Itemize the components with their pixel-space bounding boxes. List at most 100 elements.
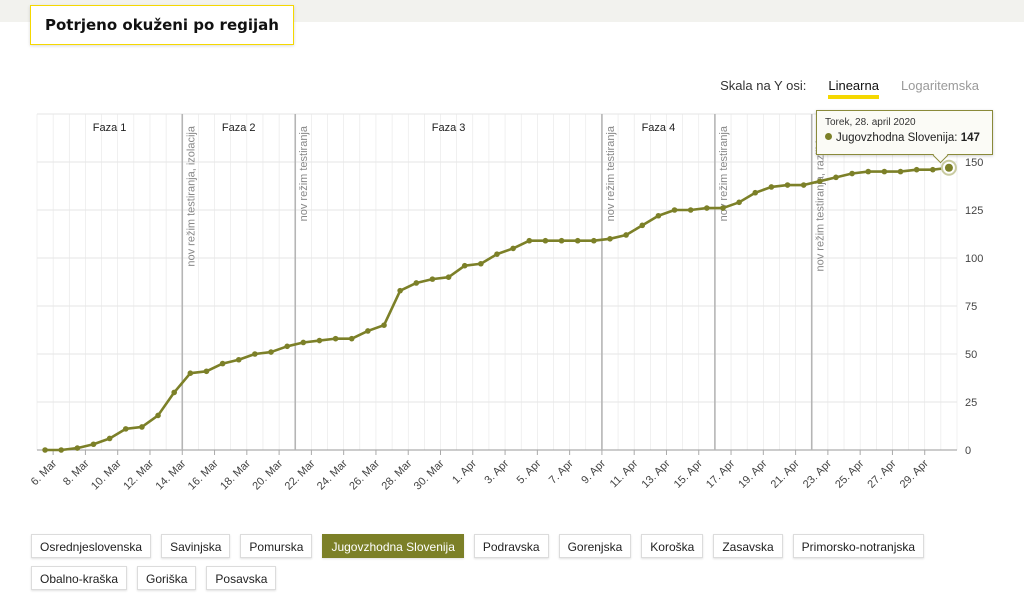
data-point [574,237,581,244]
x-tick-label: 8. Mar [61,457,92,488]
tooltip-series-dot [825,133,832,140]
y-scale-switch: Skala na Y osi: Linearna Logaritemska [720,72,979,99]
y-tick-label: 125 [965,205,983,217]
x-tick-label: 20. Mar [250,457,285,492]
region-button[interactable]: Obalno-kraška [31,566,128,590]
annotation-label: nov režim testiranja, razširitev [815,126,827,272]
data-point [865,168,872,175]
x-tick-label: 29. Apr [898,457,931,490]
data-point [316,337,323,344]
data-point [348,335,355,342]
x-tick-label: 7. Apr [547,457,576,486]
data-point [913,166,920,173]
x-tick-label: 12. Mar [121,457,156,492]
region-button[interactable]: Pomurska [240,534,313,558]
region-button[interactable]: Jugovzhodna Slovenija [322,534,464,558]
data-point [558,237,565,244]
data-point [58,447,65,453]
data-point [800,182,807,188]
x-tick-label: 15. Apr [672,457,705,490]
data-point [461,262,468,269]
region-selector: Osrednjeslovenska Savinjska Pomurska Jug… [31,534,991,590]
annotation-label: nov režim testiranja [298,125,310,221]
scale-log-option[interactable]: Logaritemska [900,78,979,93]
data-point [671,207,678,213]
data-point [235,356,242,363]
data-point [187,370,194,377]
x-tick-label: 26. Mar [347,457,382,492]
data-point [833,174,839,181]
y-tick-label: 25 [965,397,977,409]
region-button[interactable]: Gorenjska [558,534,632,558]
data-point [90,441,97,448]
scale-linear-option[interactable]: Linearna [828,78,879,99]
data-point [332,335,339,342]
x-tick-label: 19. Apr [736,457,769,490]
data-point [284,343,290,350]
data-point [139,424,145,430]
region-button[interactable]: Posavska [206,566,277,590]
data-point [687,207,694,213]
data-point [74,445,81,451]
x-tick-label: 21. Apr [769,457,802,490]
x-tick-label: 16. Mar [186,457,221,492]
tooltip-series-name: Jugovzhodna Slovenija: [836,132,958,144]
data-point [494,251,500,257]
region-button[interactable]: Savinjska [161,534,231,558]
data-point [300,339,307,346]
data-point [413,280,420,286]
annotation-label: nov režim testiranja, izolacija [185,125,197,266]
data-point [655,212,662,219]
data-point [478,260,484,267]
data-point [381,322,387,329]
data-point [591,237,597,244]
data-point [542,237,549,244]
data-point [106,435,113,442]
region-button[interactable]: Osrednjeslovenska [31,534,152,558]
highlight-point [944,163,953,172]
plot-area [37,114,957,450]
annotation-label: nov režim testiranja [718,125,730,221]
data-point [219,360,226,367]
phase-label: Faza 3 [432,122,466,134]
region-button[interactable]: Zasavska [713,534,783,558]
region-button[interactable]: Goriška [137,566,197,590]
y-tick-label: 0 [965,445,971,457]
data-point [42,447,48,453]
data-point [510,245,516,252]
region-button[interactable]: Podravska [473,534,549,558]
x-tick-label: 13. Apr [639,457,672,490]
data-point [623,232,629,238]
chart-tooltip: Torek, 28. april 2020 Jugovzhodna Sloven… [816,110,993,155]
phase-label: Faza 4 [642,122,676,134]
y-tick-label: 75 [965,301,977,313]
data-point [203,368,210,375]
region-button[interactable]: Primorsko-notranjska [792,534,925,558]
x-tick-label: 6. Mar [29,457,60,488]
x-tick-label: 3. Apr [482,457,511,486]
region-button[interactable]: Koroška [641,534,704,558]
x-tick-label: 25. Apr [833,457,866,490]
x-tick-label: 27. Apr [865,457,898,490]
x-tick-label: 1. Apr [450,457,479,486]
line-chart: 0255075100125150175nov režim testiranja,… [29,109,984,492]
y-tick-label: 100 [965,253,983,265]
y-tick-label: 150 [965,157,983,169]
x-tick-label: 22. Mar [283,457,318,492]
data-point [752,189,759,196]
data-point [720,205,726,211]
x-tick-label: 24. Mar [315,457,350,492]
data-point [736,199,742,206]
page-title: Potrjeno okuženi po regijah [30,5,294,45]
data-point [929,166,936,173]
annotation-label: nov režim testiranja [605,125,617,221]
data-point [704,205,710,211]
y-scale-label: Skala na Y osi: [720,78,807,93]
data-point [252,351,258,357]
data-point [849,170,855,177]
phase-label: Faza 1 [93,122,127,134]
x-tick-label: 18. Mar [218,457,253,492]
x-tick-label: 23. Apr [801,457,834,490]
tooltip-date: Torek, 28. april 2020 [825,117,916,128]
x-tick-label: 14. Mar [154,457,189,492]
